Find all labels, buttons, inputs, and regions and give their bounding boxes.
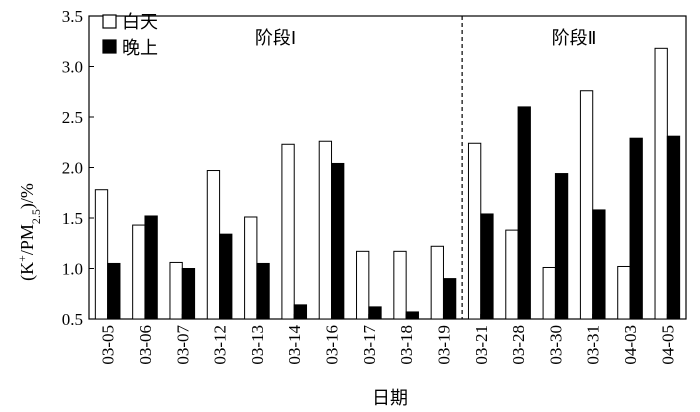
x-tick-label: 03-14 xyxy=(285,325,304,365)
bar-day-04-05 xyxy=(654,47,668,320)
bar-night-03-12 xyxy=(219,233,233,320)
y-axis-label-superscript: + xyxy=(15,255,29,262)
bar-day-03-17 xyxy=(356,250,370,320)
x-tick-label: 03-30 xyxy=(546,325,565,365)
x-tick-label: 03-06 xyxy=(136,325,155,365)
y-axis-label-part1: (K xyxy=(17,262,38,281)
bar-night-04-03 xyxy=(629,137,643,320)
legend-day-label: 白天 xyxy=(122,12,158,33)
x-tick-label: 04-03 xyxy=(621,325,640,365)
bar-day-03-18 xyxy=(393,250,407,320)
bar-day-03-14 xyxy=(281,143,295,320)
bar-night-03-14 xyxy=(293,304,308,320)
x-tick-label: 03-19 xyxy=(434,325,453,365)
x-axis-label: 日期 xyxy=(372,388,408,409)
bar-day-03-05 xyxy=(94,189,109,320)
x-tick-label: 03-07 xyxy=(173,325,192,365)
bar-night-03-06 xyxy=(144,215,158,320)
phase-2-label: 阶段Ⅱ xyxy=(552,28,597,49)
bar-day-03-21 xyxy=(467,142,482,320)
bar-day-03-12 xyxy=(206,170,221,320)
x-tick-label: 03-31 xyxy=(584,325,603,365)
y-tick-label: 2.5 xyxy=(62,108,83,127)
bar-night-03-07 xyxy=(181,268,196,320)
bar-day-03-06 xyxy=(132,224,146,320)
y-axis-label-subscript: 2.5 xyxy=(29,209,43,224)
bar-day-03-16 xyxy=(318,140,333,320)
bar-night-03-19 xyxy=(442,278,457,320)
x-tick-label: 03-17 xyxy=(360,325,379,365)
bar-day-03-31 xyxy=(579,90,594,320)
bar-night-03-21 xyxy=(480,213,494,320)
x-tick-label: 03-12 xyxy=(211,325,230,365)
y-axis: 0.5 1.0 1.5 2.0 2.5 3.0 3.5 xyxy=(62,7,94,329)
x-tick-label: 03-05 xyxy=(99,325,118,365)
y-tick-label: 3.5 xyxy=(62,7,83,26)
bar-night-03-16 xyxy=(331,162,345,320)
bar-day-03-30 xyxy=(542,266,556,320)
y-tick-label: 2.0 xyxy=(62,159,83,178)
y-tick-label: 0.5 xyxy=(62,310,83,329)
bar-night-03-05 xyxy=(107,262,121,320)
y-axis-label-part3: )/% xyxy=(17,183,38,209)
y-tick-label: 3.0 xyxy=(62,58,83,77)
bar-day-03-19 xyxy=(430,245,444,320)
legend: 白天 晚上 xyxy=(102,12,158,59)
y-tick-label: 1.5 xyxy=(62,209,83,228)
bar-night-03-18 xyxy=(405,311,419,320)
x-tick-label: 03-28 xyxy=(509,325,528,365)
bar-day-03-28 xyxy=(505,229,519,320)
bars-group xyxy=(94,47,681,320)
legend-night-label: 晚上 xyxy=(122,38,158,59)
bar-day-03-07 xyxy=(169,261,183,320)
x-axis: 03-05 03-06 03-07 03-12 03-13 03-14 03-16 03-17… xyxy=(99,314,677,365)
bar-night-03-31 xyxy=(592,209,606,320)
bar-night-03-13 xyxy=(256,262,270,320)
y-axis-label: (K+/PM2.5)/% xyxy=(15,183,43,281)
bar-day-04-03 xyxy=(617,265,631,320)
bar-night-03-28 xyxy=(517,106,531,320)
x-tick-label: 03-18 xyxy=(397,325,416,365)
bar-night-03-30 xyxy=(554,173,569,320)
legend-night-swatch xyxy=(102,39,117,54)
phase-1-label: 阶段Ⅰ xyxy=(255,28,296,49)
bar-night-04-05 xyxy=(666,135,681,320)
x-tick-label: 04-05 xyxy=(658,325,677,365)
bar-day-03-13 xyxy=(244,216,258,320)
y-tick-label: 1.0 xyxy=(62,260,83,279)
y-axis-label-part2: /PM xyxy=(17,224,37,255)
x-tick-label: 03-13 xyxy=(248,325,267,365)
legend-day-swatch xyxy=(102,14,117,29)
x-tick-label: 03-21 xyxy=(472,325,491,365)
bar-night-03-17 xyxy=(368,306,382,320)
x-tick-label: 03-16 xyxy=(323,325,342,365)
